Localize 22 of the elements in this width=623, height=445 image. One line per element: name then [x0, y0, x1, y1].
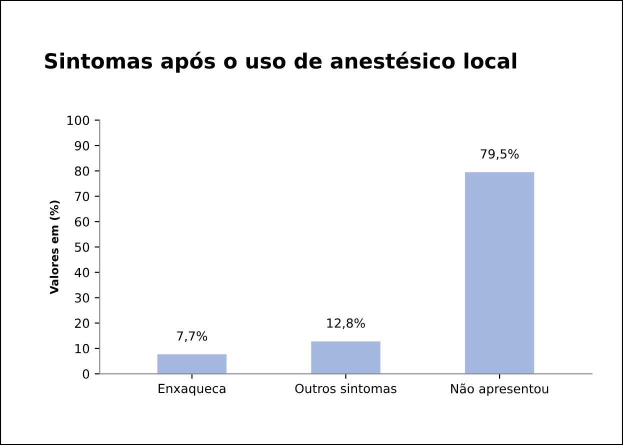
chart-title: Sintomas após o uso de anestésico local — [45, 52, 516, 73]
y-tick-label: 10 — [75, 344, 90, 354]
y-tick-label: 50 — [75, 242, 90, 252]
y-axis-title: Valores em (%) — [50, 200, 60, 294]
y-tick-label: 90 — [74, 140, 90, 150]
y-tick-label: 30 — [75, 293, 90, 303]
x-tick-label: Não apresentou — [451, 384, 548, 396]
data-label: 7,7% — [177, 331, 208, 342]
bar — [311, 341, 380, 374]
data-label: 12,8% — [327, 318, 365, 330]
y-tick-label: 80 — [74, 166, 90, 176]
y-tick-label: 20 — [74, 318, 90, 328]
y-tick-label: 100 — [67, 116, 90, 126]
y-tick-label: 60 — [74, 217, 90, 227]
x-tick-label: Enxaqueca — [158, 384, 226, 396]
y-tick-label: 70 — [75, 192, 90, 202]
bar — [157, 354, 227, 374]
y-tick-label: 40 — [74, 268, 90, 278]
data-label: 79,5% — [480, 149, 519, 160]
x-tick-label: Outros sintomas — [295, 384, 396, 394]
bar — [464, 172, 534, 374]
y-tick-label: 0 — [82, 369, 90, 379]
